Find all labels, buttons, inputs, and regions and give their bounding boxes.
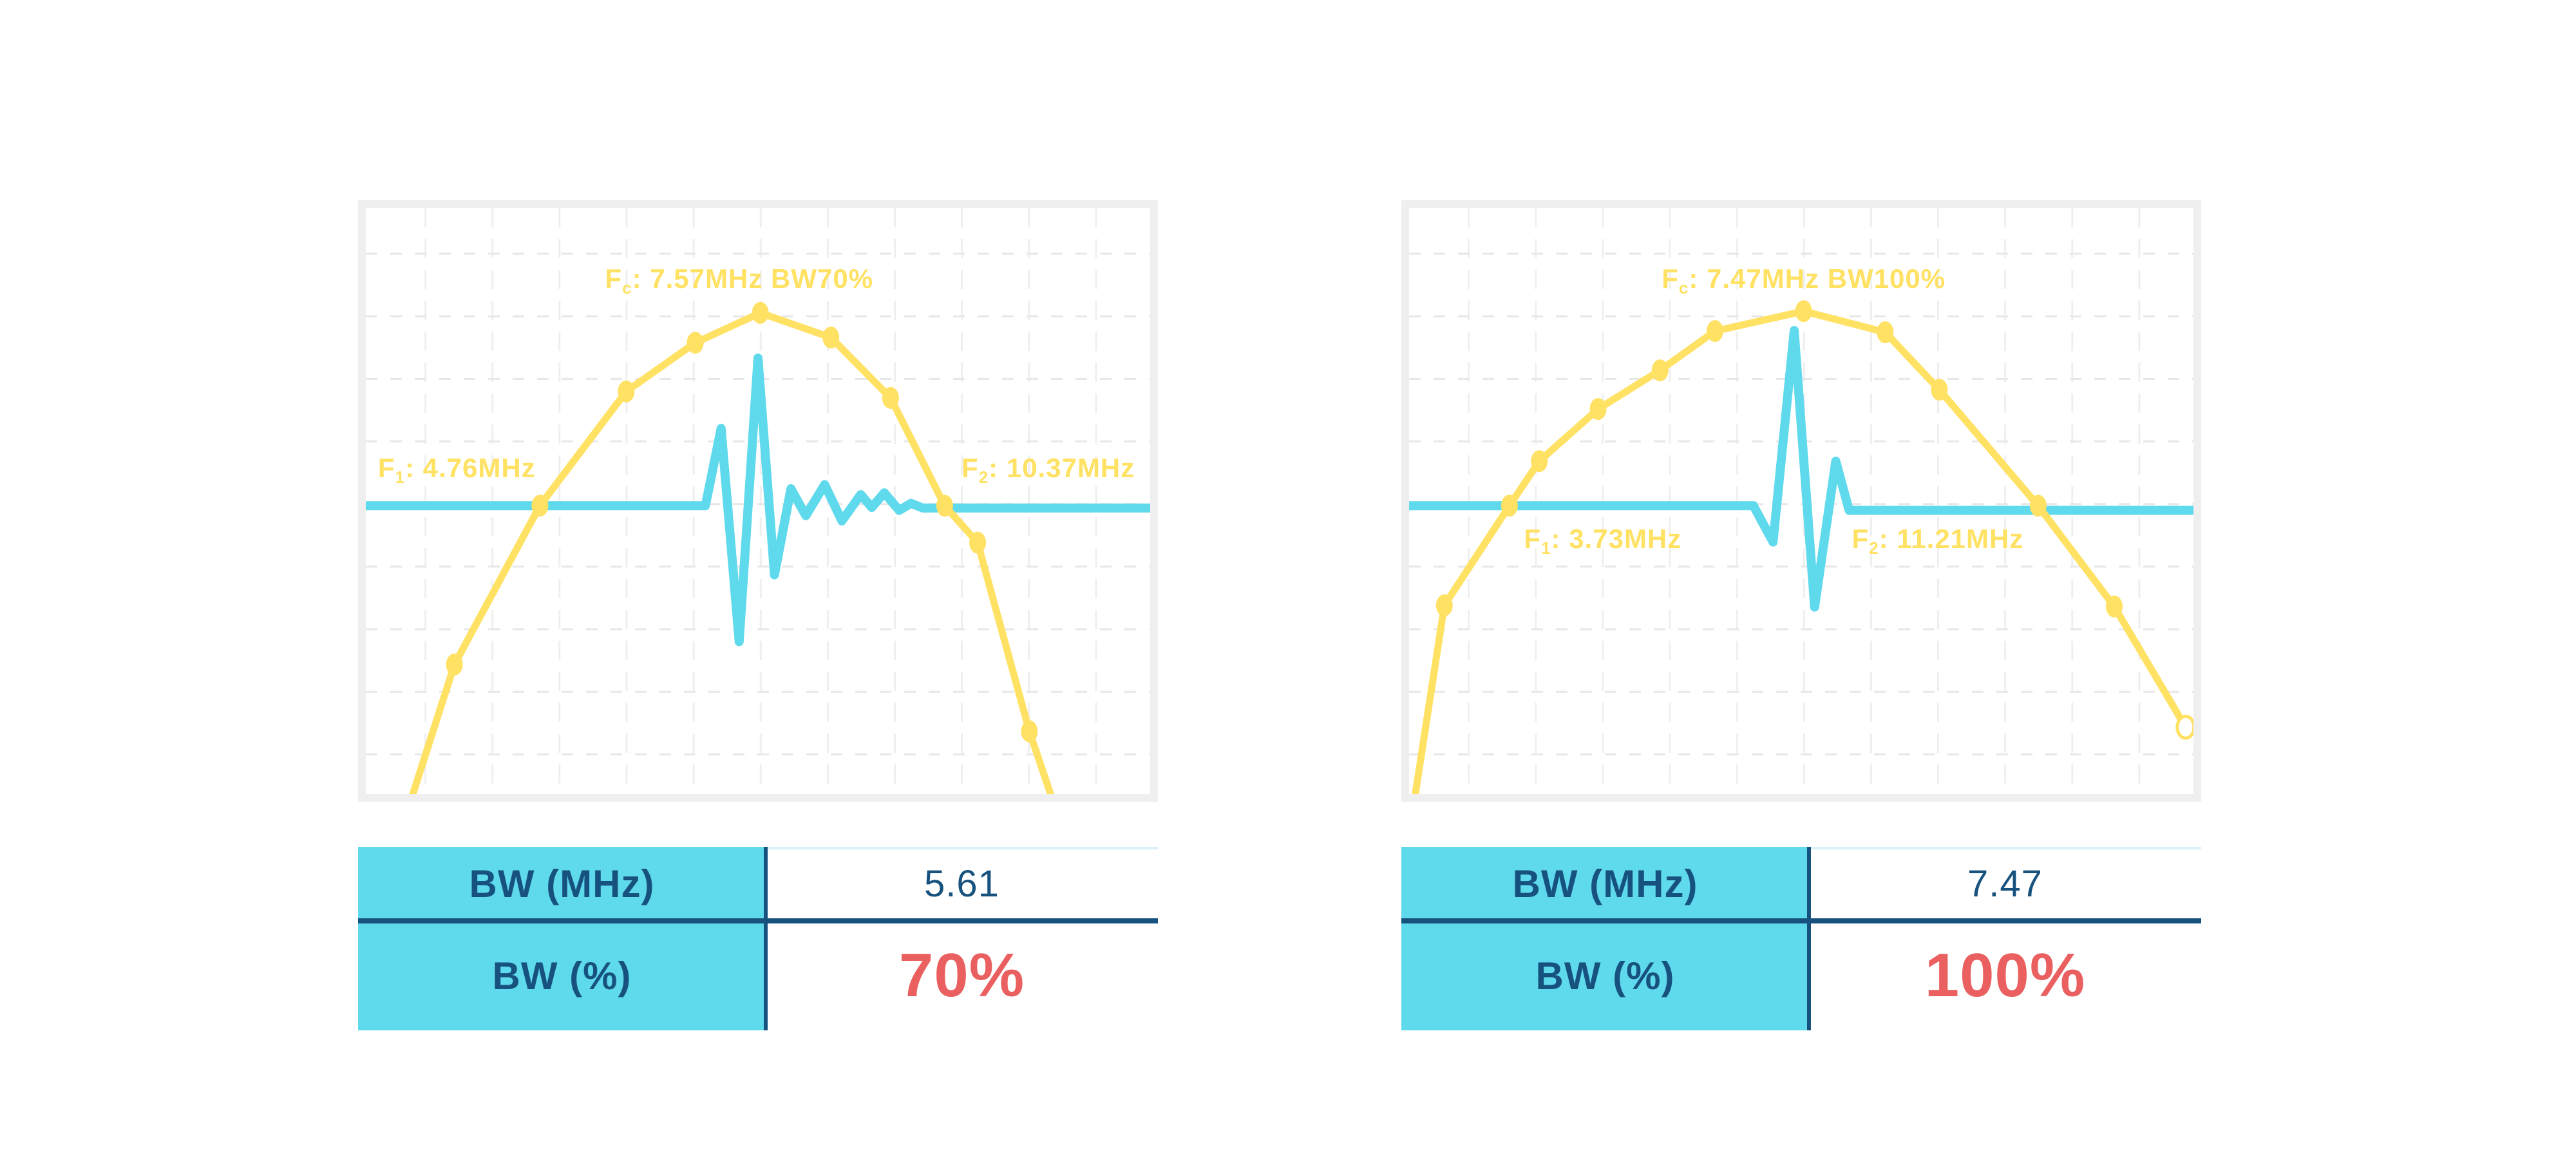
column-divider-line	[764, 847, 768, 1030]
table-row: BW (%) 70%	[358, 921, 1158, 1030]
chart-canvas-right	[1409, 208, 2193, 794]
chart-canvas-left	[366, 208, 1150, 794]
bw-pct-label-cell: BW (%)	[358, 921, 766, 1030]
bw-pct-value-cell: 100%	[1924, 941, 2086, 1010]
table-row: BW (%) 100%	[1401, 921, 2201, 1030]
pulse-spectrum-chart-left: Fc: 7.57MHz BW70% F1: 4.76MHz F2: 10.37MHz	[358, 200, 1158, 802]
column-divider-line	[1807, 847, 1811, 1030]
spectrum-markers	[1435, 300, 2193, 740]
pulse-waveform	[1409, 326, 2193, 612]
bw-mhz-label-cell: BW (MHz)	[358, 847, 766, 921]
bw-mhz-value-cell: 5.61	[924, 863, 999, 905]
annotation-f1: F1: 3.73MHz	[1524, 523, 1682, 558]
bw-table-right: BW (MHz) 7.47 BW (%) 100%	[1401, 847, 2201, 1030]
bw-table-left: BW (MHz) 5.61 BW (%) 70%	[358, 847, 1158, 1030]
annotation-fc: Fc: 7.47MHz BW100%	[1662, 263, 1946, 298]
bw-mhz-value-cell: 7.47	[1967, 863, 2043, 905]
annotation-f2: F2: 10.37MHz	[961, 452, 1135, 487]
annotation-fc: Fc: 7.57MHz BW70%	[605, 263, 874, 298]
annotation-f2: F2: 11.21MHz	[1852, 523, 2024, 558]
bw-pct-label-cell: BW (%)	[1401, 921, 1809, 1030]
pulse-waveform	[366, 353, 1150, 647]
table-top-line	[1811, 847, 2201, 849]
table-row: BW (MHz) 7.47	[1401, 847, 2201, 921]
row-divider-line	[1401, 918, 2201, 923]
annotation-f1: F1: 4.76MHz	[377, 452, 536, 487]
spectrum-curve	[409, 309, 1054, 794]
row-divider-line	[358, 918, 1158, 923]
bw-pct-value-cell: 70%	[898, 941, 1025, 1010]
bw-mhz-label-cell: BW (MHz)	[1401, 847, 1809, 921]
table-top-line	[768, 847, 1158, 849]
table-row: BW (MHz) 5.61	[358, 847, 1158, 921]
spectrum-markers	[446, 301, 1038, 743]
pulse-spectrum-chart-right: Fc: 7.47MHz BW100% F1: 3.73MHz F2: 11.21MH…	[1401, 200, 2201, 802]
